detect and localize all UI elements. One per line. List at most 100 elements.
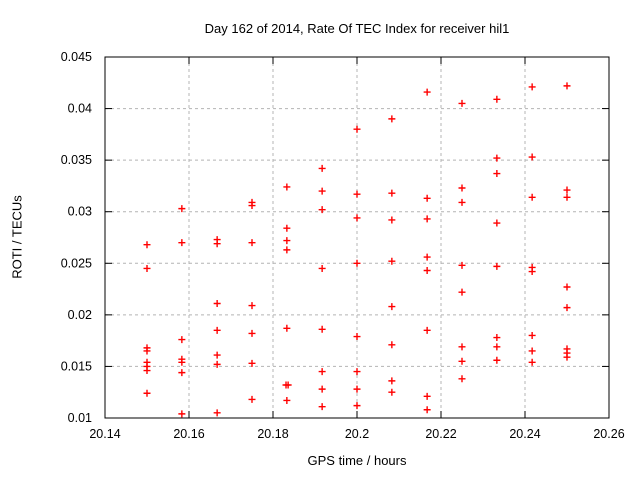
data-point bbox=[528, 153, 536, 161]
y-tick-label: 0.015 bbox=[61, 359, 92, 373]
data-point bbox=[388, 341, 396, 349]
data-point bbox=[423, 326, 431, 334]
data-point bbox=[458, 198, 466, 206]
data-point bbox=[143, 264, 151, 272]
data-point bbox=[353, 190, 361, 198]
y-tick-label: 0.025 bbox=[61, 256, 92, 270]
data-point bbox=[213, 300, 221, 308]
data-point bbox=[353, 125, 361, 133]
data-point bbox=[388, 388, 396, 396]
data-point bbox=[178, 410, 186, 418]
x-tick-label: 20.16 bbox=[173, 427, 204, 441]
data-point bbox=[353, 368, 361, 376]
data-point bbox=[353, 402, 361, 410]
data-point bbox=[248, 302, 256, 310]
data-point bbox=[143, 389, 151, 397]
data-point bbox=[318, 264, 326, 272]
data-point bbox=[423, 88, 431, 96]
data-point bbox=[458, 343, 466, 351]
data-point bbox=[458, 261, 466, 269]
data-point bbox=[353, 214, 361, 222]
data-point bbox=[248, 329, 256, 337]
data-point bbox=[143, 241, 151, 249]
data-point bbox=[248, 395, 256, 403]
data-point bbox=[178, 205, 186, 213]
data-point bbox=[248, 359, 256, 367]
data-point bbox=[423, 215, 431, 223]
data-point bbox=[458, 288, 466, 296]
y-axis-label: ROTI / TECUs bbox=[9, 195, 25, 279]
data-point bbox=[213, 240, 221, 248]
data-point bbox=[563, 353, 571, 361]
data-point bbox=[563, 186, 571, 194]
data-point bbox=[388, 115, 396, 123]
data-point bbox=[178, 358, 186, 366]
data-point bbox=[423, 392, 431, 400]
data-point bbox=[493, 154, 501, 162]
data-point bbox=[493, 334, 501, 342]
data-point bbox=[318, 325, 326, 333]
data-point bbox=[528, 331, 536, 339]
data-point bbox=[458, 184, 466, 192]
data-point bbox=[528, 358, 536, 366]
data-point bbox=[423, 194, 431, 202]
data-point bbox=[528, 83, 536, 91]
data-point bbox=[318, 368, 326, 376]
data-point bbox=[178, 336, 186, 344]
x-tick-label: 20.22 bbox=[425, 427, 456, 441]
data-point bbox=[493, 262, 501, 270]
data-point bbox=[493, 219, 501, 227]
data-point bbox=[423, 253, 431, 261]
data-point bbox=[493, 356, 501, 364]
x-tick-label: 20.24 bbox=[509, 427, 540, 441]
y-tick-label: 0.01 bbox=[68, 411, 92, 425]
data-point bbox=[213, 409, 221, 417]
data-point bbox=[353, 333, 361, 341]
data-point bbox=[388, 189, 396, 197]
data-point bbox=[528, 268, 536, 276]
data-point bbox=[213, 351, 221, 359]
data-point bbox=[528, 347, 536, 355]
data-point bbox=[493, 95, 501, 103]
y-tick-label: 0.03 bbox=[68, 205, 92, 219]
x-tick-label: 20.18 bbox=[257, 427, 288, 441]
data-point bbox=[458, 357, 466, 365]
data-point bbox=[283, 396, 291, 404]
x-tick-label: 20.2 bbox=[345, 427, 369, 441]
data-point bbox=[284, 381, 292, 389]
data-point bbox=[388, 257, 396, 265]
data-point bbox=[178, 369, 186, 377]
data-point bbox=[213, 326, 221, 334]
data-point bbox=[318, 187, 326, 195]
data-point bbox=[318, 385, 326, 393]
data-point bbox=[143, 367, 151, 375]
x-tick-label: 20.14 bbox=[89, 427, 120, 441]
data-point bbox=[423, 406, 431, 414]
data-point bbox=[283, 183, 291, 191]
data-point bbox=[563, 283, 571, 291]
x-axis-label: GPS time / hours bbox=[307, 453, 407, 468]
y-tick-label: 0.035 bbox=[61, 153, 92, 167]
data-point bbox=[563, 82, 571, 90]
data-point bbox=[283, 324, 291, 332]
data-point bbox=[178, 239, 186, 247]
data-point bbox=[563, 304, 571, 312]
y-tick-label: 0.045 bbox=[61, 50, 92, 64]
data-point bbox=[318, 164, 326, 172]
data-point bbox=[528, 193, 536, 201]
data-point bbox=[318, 206, 326, 214]
data-point bbox=[353, 385, 361, 393]
y-tick-label: 0.02 bbox=[68, 308, 92, 322]
data-point bbox=[318, 403, 326, 411]
data-point bbox=[388, 303, 396, 311]
data-point bbox=[213, 360, 221, 368]
data-point bbox=[143, 347, 151, 355]
data-point bbox=[388, 216, 396, 224]
data-point bbox=[388, 377, 396, 385]
data-point bbox=[458, 99, 466, 107]
data-point bbox=[283, 237, 291, 245]
data-point bbox=[458, 375, 466, 383]
data-point bbox=[248, 239, 256, 247]
